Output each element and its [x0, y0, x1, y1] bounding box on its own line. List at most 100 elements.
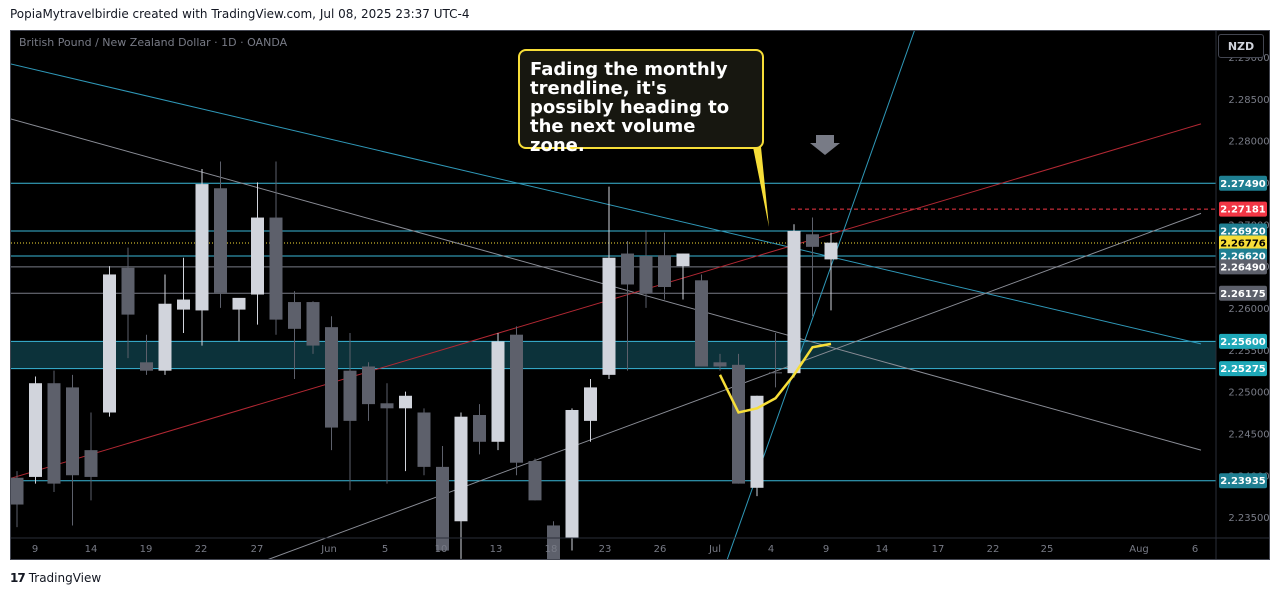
candle-body — [417, 412, 431, 467]
callout-pointer — [753, 147, 769, 227]
candle-body — [658, 255, 671, 287]
trendline — [11, 118, 1202, 451]
chart-panel[interactable]: 2.290002.285002.280002.275002.270002.265… — [10, 30, 1270, 560]
candle-body — [11, 477, 24, 505]
price-label: 2.23935 — [1220, 476, 1266, 487]
price-chart[interactable]: 2.290002.285002.280002.275002.270002.265… — [11, 31, 1269, 559]
candle-body — [121, 267, 135, 315]
candle-body — [306, 302, 320, 346]
y-tick-label: 2.23500 — [1228, 513, 1269, 524]
x-tick-label: 17 — [932, 544, 945, 555]
candle-body — [491, 341, 505, 442]
candle-body — [325, 327, 338, 428]
candle-body — [454, 416, 468, 522]
candle-body — [362, 366, 375, 405]
candle-body — [473, 415, 486, 442]
candle-body — [787, 230, 801, 374]
x-tick-label: 10 — [435, 544, 448, 555]
y-tick-label: 2.29000 — [1228, 53, 1269, 64]
y-tick-label: 2.26000 — [1228, 304, 1269, 315]
currency-button[interactable]: NZD — [1218, 34, 1264, 58]
price-label: 2.25600 — [1220, 337, 1266, 348]
down-arrow-icon — [810, 135, 840, 155]
candle-body — [676, 253, 690, 267]
price-label-bg — [1219, 223, 1267, 239]
x-tick-label: 6 — [1192, 544, 1198, 555]
symbol-title: British Pound / New Zealand Dollar · 1D … — [19, 36, 288, 49]
x-tick-label: Jul — [708, 544, 721, 555]
candle-body — [695, 280, 708, 367]
candle-body — [713, 362, 727, 367]
price-label-bg — [1219, 175, 1267, 191]
annotation-callout[interactable]: Fading the monthly trendline, it's possi… — [518, 49, 764, 155]
tradingview-logo-icon: 17 — [10, 571, 26, 585]
x-tick-label: Aug — [1129, 544, 1149, 555]
candle-body — [343, 370, 357, 421]
candle-body — [29, 383, 42, 477]
chart-attribution: PopiaMytravelbirdie created with Trading… — [10, 7, 470, 21]
candle-body — [528, 461, 542, 501]
price-label: 2.26175 — [1220, 289, 1266, 300]
price-label-bg — [1219, 285, 1267, 301]
price-label-bg — [1219, 201, 1267, 217]
candle-body — [177, 299, 190, 310]
trendline — [11, 123, 1202, 479]
candle-body — [750, 395, 764, 488]
y-tick-label: 2.28000 — [1228, 137, 1269, 148]
brand-name: TradingView — [28, 571, 102, 585]
x-tick-label: 13 — [490, 544, 503, 555]
footer-brand: 17 TradingView — [10, 571, 101, 585]
x-tick-label: Jun — [320, 544, 337, 555]
price-label: 2.26620 — [1220, 252, 1266, 263]
candle-body — [547, 525, 560, 559]
candle-body — [824, 242, 838, 260]
x-tick-label: 4 — [768, 544, 774, 555]
x-tick-label: 23 — [599, 544, 612, 555]
candle-body — [140, 362, 153, 371]
x-tick-label: 22 — [195, 544, 208, 555]
x-tick-label: 14 — [85, 544, 98, 555]
trendline — [267, 212, 1202, 559]
candle-body — [84, 450, 98, 477]
price-label: 2.27490 — [1220, 179, 1266, 190]
candle-body — [380, 403, 394, 409]
candle-body — [195, 184, 209, 311]
trendline — [11, 63, 1202, 345]
candle-body — [510, 334, 523, 463]
candle-body — [214, 188, 227, 293]
price-label: 2.27181 — [1220, 205, 1266, 216]
y-tick-label: 2.25500 — [1228, 346, 1269, 357]
candle-body — [621, 253, 634, 285]
x-tick-label: 14 — [876, 544, 889, 555]
candle-body — [602, 257, 616, 375]
candle-body — [103, 274, 116, 413]
candle-body — [769, 372, 782, 374]
candle-body — [584, 387, 597, 421]
y-tick-label: 2.24500 — [1228, 429, 1269, 440]
x-tick-label: 26 — [654, 544, 667, 555]
price-label: 2.26490 — [1220, 262, 1266, 273]
candle-body — [436, 466, 449, 551]
x-tick-label: 19 — [140, 544, 153, 555]
candle-body — [806, 234, 819, 247]
price-label: 2.26776 — [1220, 238, 1266, 249]
candle-body — [288, 302, 301, 329]
candle-body — [232, 297, 246, 310]
candle-body — [269, 217, 283, 320]
y-tick-label: 2.25000 — [1228, 388, 1269, 399]
price-label-bg — [1219, 235, 1267, 251]
x-tick-label: 9 — [32, 544, 38, 555]
candle-body — [66, 387, 79, 476]
price-label-bg — [1219, 473, 1267, 489]
x-tick-label: 27 — [251, 544, 264, 555]
price-label-bg — [1219, 259, 1267, 275]
price-label: 2.25275 — [1220, 364, 1266, 375]
x-tick-label: 22 — [987, 544, 1000, 555]
candle-body — [732, 364, 745, 484]
candle-body — [639, 256, 653, 294]
x-tick-label: 5 — [382, 544, 388, 555]
candle-body — [251, 217, 264, 295]
x-tick-label: 9 — [823, 544, 829, 555]
candle-body — [158, 303, 172, 371]
x-tick-label: 25 — [1041, 544, 1054, 555]
